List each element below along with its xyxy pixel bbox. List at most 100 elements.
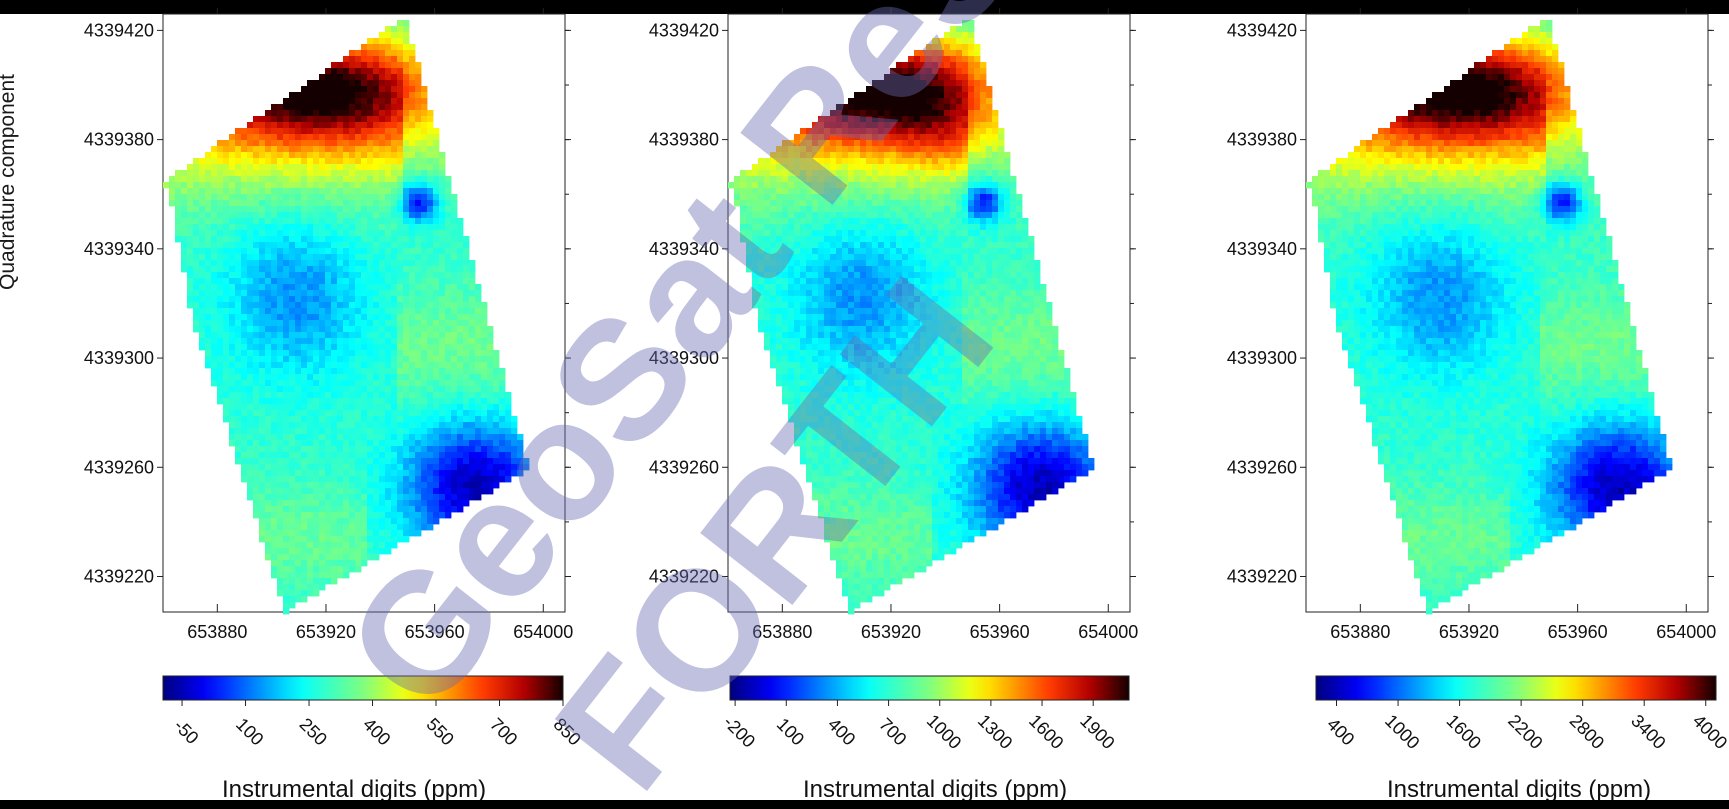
heatmap-cell: [211, 320, 218, 327]
heatmap-cell: [271, 410, 278, 417]
heatmap-cell: [289, 200, 296, 207]
heatmap-cell: [217, 212, 224, 219]
heatmap-cell: [842, 116, 849, 123]
heatmap-cell: [325, 236, 332, 243]
heatmap-cell: [908, 128, 915, 135]
heatmap-cell: [878, 92, 885, 99]
heatmap-cell: [860, 206, 867, 213]
heatmap-cell: [343, 500, 350, 507]
heatmap-cell: [409, 494, 416, 501]
heatmap-cell: [950, 146, 957, 153]
heatmap-cell: [451, 332, 458, 339]
heatmap-cell: [319, 332, 326, 339]
heatmap-cell: [301, 146, 308, 153]
heatmap-cell: [379, 500, 386, 507]
heatmap-cell: [902, 176, 909, 183]
heatmap-cell: [890, 194, 897, 201]
heatmap-cell: [271, 512, 278, 519]
heatmap-cell: [415, 386, 422, 393]
heatmap-cell: [421, 116, 428, 123]
heatmap-cell: [349, 332, 356, 339]
heatmap-cell: [830, 194, 837, 201]
heatmap-cell: [319, 518, 326, 525]
heatmap-cell: [367, 260, 374, 267]
heatmap-cell: [313, 374, 320, 381]
heatmap-cell: [409, 74, 416, 81]
heatmap-cell: [445, 248, 452, 255]
heatmap-cell: [469, 422, 476, 429]
heatmap-cell: [409, 278, 416, 285]
heatmap-cell: [469, 296, 476, 303]
heatmap-cell: [415, 254, 422, 261]
heatmap-cell: [289, 464, 296, 471]
heatmap-cell: [319, 134, 326, 141]
heatmap-cell: [421, 284, 428, 291]
heatmap-cell: [253, 140, 260, 147]
heatmap-cell: [439, 296, 446, 303]
heatmap-cell: [415, 290, 422, 297]
heatmap-cell: [782, 266, 789, 273]
heatmap-cell: [313, 230, 320, 237]
heatmap-cell: [247, 194, 254, 201]
heatmap-cell: [265, 182, 272, 189]
heatmap-cell: [307, 314, 314, 321]
heatmap-cell: [385, 320, 392, 327]
heatmap-cell: [319, 104, 326, 111]
heatmap-cell: [403, 464, 410, 471]
heatmap-cell: [902, 152, 909, 159]
heatmap-cell: [337, 134, 344, 141]
heatmap-cell: [367, 248, 374, 255]
heatmap-cell: [169, 188, 176, 195]
heatmap-cell: [962, 92, 969, 99]
heatmap-cell: [229, 146, 236, 153]
heatmap-cell: [355, 146, 362, 153]
heatmap-cell: [830, 134, 837, 141]
heatmap-cell: [349, 284, 356, 291]
heatmap-cell: [457, 458, 464, 465]
heatmap-cell: [800, 128, 807, 135]
heatmap-cell: [397, 506, 404, 513]
heatmap-cell: [860, 140, 867, 147]
heatmap-cell: [241, 464, 248, 471]
heatmap-cell: [445, 446, 452, 453]
heatmap-cell: [836, 194, 843, 201]
heatmap-cell: [385, 332, 392, 339]
heatmap-cell: [295, 98, 302, 105]
heatmap-cell: [355, 194, 362, 201]
heatmap-cell: [385, 386, 392, 393]
heatmap-cell: [301, 218, 308, 225]
heatmap-cell: [265, 152, 272, 159]
heatmap-cell: [980, 218, 987, 225]
heatmap-cell: [926, 194, 933, 201]
heatmap-cell: [397, 218, 404, 225]
heatmap-cell: [313, 110, 320, 117]
heatmap-cell: [379, 452, 386, 459]
heatmap-cell: [283, 368, 290, 375]
heatmap-cell: [445, 398, 452, 405]
heatmap-cell: [319, 446, 326, 453]
heatmap-cell: [445, 212, 452, 219]
heatmap-cell: [325, 572, 332, 579]
heatmap-cell: [451, 338, 458, 345]
heatmap-cell: [421, 344, 428, 351]
heatmap-cell: [277, 320, 284, 327]
heatmap-cell: [397, 326, 404, 333]
heatmap-cell: [295, 368, 302, 375]
heatmap-cell: [283, 512, 290, 519]
heatmap-cell: [217, 356, 224, 363]
heatmap-cell: [439, 440, 446, 447]
heatmap-cell: [872, 92, 879, 99]
heatmap-cell: [986, 176, 993, 183]
heatmap-cell: [223, 158, 230, 165]
heatmap-cell: [247, 446, 254, 453]
heatmap-cell: [427, 122, 434, 129]
heatmap-cell: [391, 224, 398, 231]
heatmap-cell: [475, 464, 482, 471]
heatmap-cell: [361, 212, 368, 219]
heatmap-cell: [367, 242, 374, 249]
heatmap-cell: [794, 206, 801, 213]
heatmap-cell: [319, 458, 326, 465]
heatmap-cell: [379, 434, 386, 441]
heatmap-cell: [367, 476, 374, 483]
heatmap-cell: [307, 530, 314, 537]
